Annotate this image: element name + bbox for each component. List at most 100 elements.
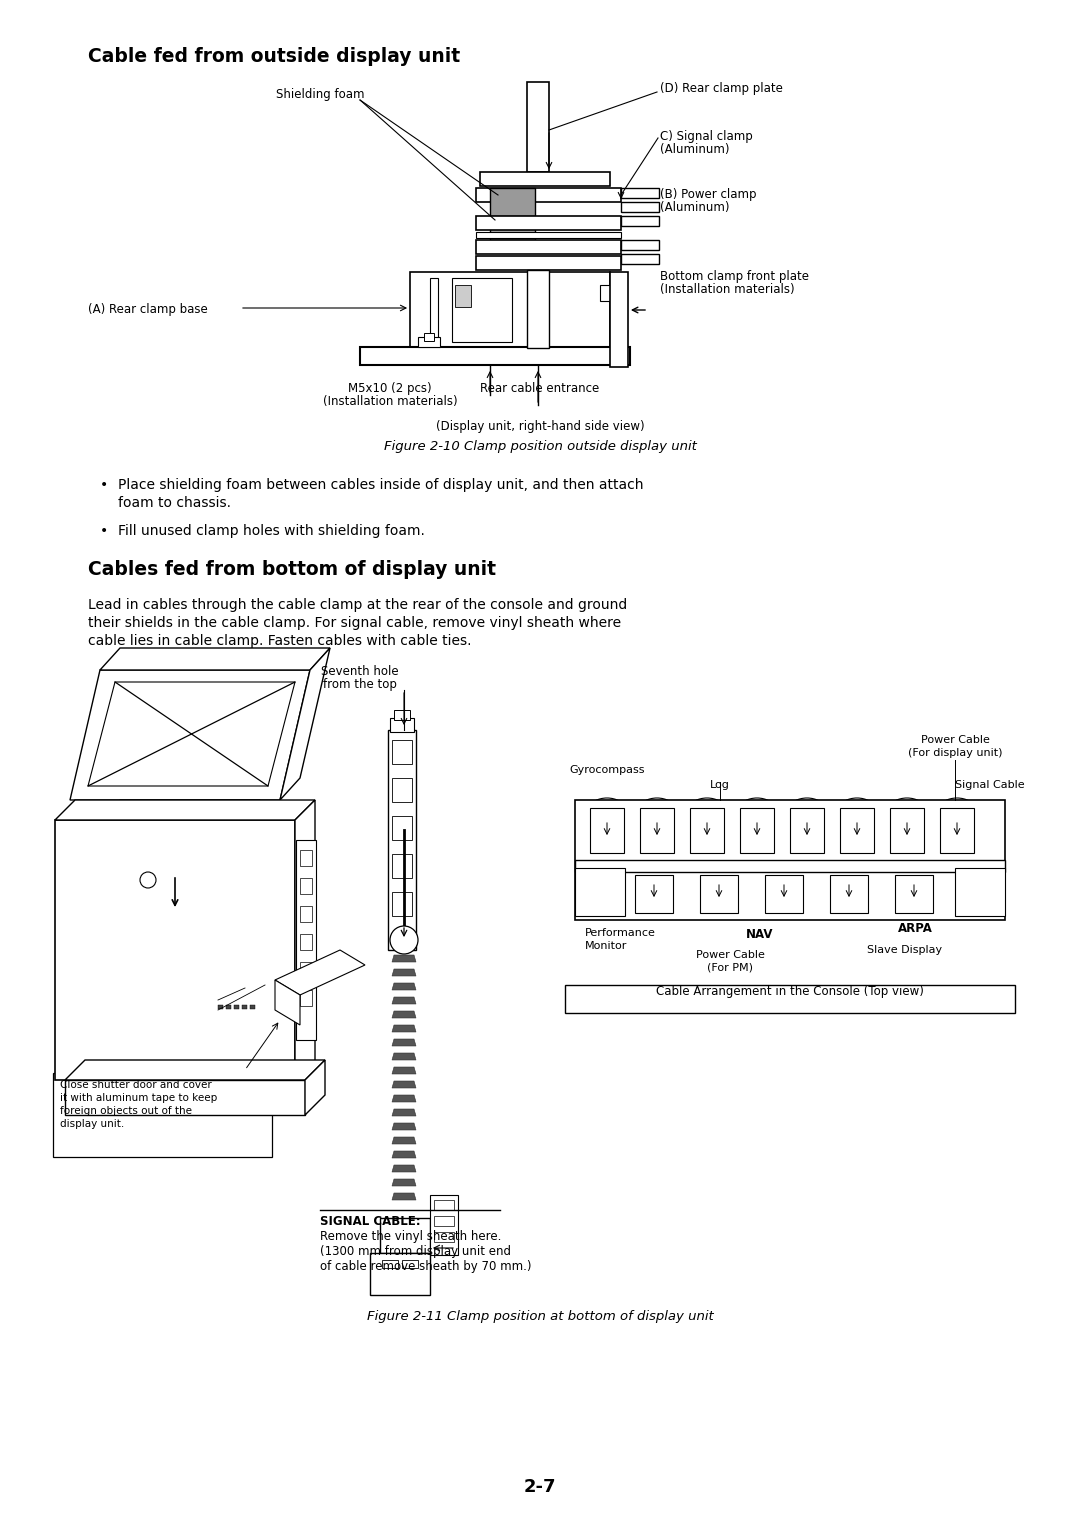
Bar xyxy=(575,801,1005,920)
Text: 2-7: 2-7 xyxy=(524,1478,556,1496)
Polygon shape xyxy=(55,801,315,821)
Bar xyxy=(476,188,621,202)
Text: Log: Log xyxy=(710,779,730,790)
Text: Figure 2-11 Clamp position at bottom of display unit: Figure 2-11 Clamp position at bottom of … xyxy=(366,1309,714,1323)
Text: •: • xyxy=(100,524,108,538)
Text: Close shutter door and cover: Close shutter door and cover xyxy=(60,1080,212,1089)
Text: Lead in cables through the cable clamp at the rear of the console and ground: Lead in cables through the cable clamp a… xyxy=(87,597,627,613)
Bar xyxy=(480,173,610,186)
Bar xyxy=(690,808,724,853)
Text: it with aluminum tape to keep: it with aluminum tape to keep xyxy=(60,1093,217,1103)
Text: Figure 2-10 Clamp position outside display unit: Figure 2-10 Clamp position outside displ… xyxy=(383,440,697,452)
Text: Seventh hole: Seventh hole xyxy=(321,665,399,678)
Bar xyxy=(476,232,621,238)
Text: Signal Cable: Signal Cable xyxy=(955,779,1025,790)
Bar xyxy=(392,816,411,840)
Text: (A) Rear clamp base: (A) Rear clamp base xyxy=(87,303,207,316)
Bar xyxy=(575,860,1005,872)
Bar xyxy=(453,278,512,342)
Bar xyxy=(434,1199,454,1210)
Text: Bottom clamp front plate: Bottom clamp front plate xyxy=(660,270,809,283)
Text: Shielding foam: Shielding foam xyxy=(275,89,364,101)
Text: Cable fed from outside display unit: Cable fed from outside display unit xyxy=(87,47,460,66)
Polygon shape xyxy=(392,1012,416,1018)
Bar xyxy=(490,219,535,240)
Polygon shape xyxy=(392,1137,416,1144)
Text: Cable Arrangement in the Console (Top view): Cable Arrangement in the Console (Top vi… xyxy=(656,986,923,998)
Bar xyxy=(621,188,659,199)
Text: Monitor: Monitor xyxy=(585,941,627,950)
Bar xyxy=(600,286,612,301)
Bar xyxy=(394,711,410,720)
Polygon shape xyxy=(392,1180,416,1186)
Bar xyxy=(527,270,549,348)
Polygon shape xyxy=(392,996,416,1004)
Bar xyxy=(380,1218,430,1253)
Bar xyxy=(242,1005,247,1008)
Bar xyxy=(360,347,630,365)
Bar xyxy=(455,286,471,307)
Text: NAV: NAV xyxy=(746,927,773,941)
Polygon shape xyxy=(280,648,330,801)
Bar xyxy=(476,257,621,270)
Polygon shape xyxy=(392,983,416,990)
Polygon shape xyxy=(55,821,295,1080)
Bar xyxy=(610,272,627,367)
Polygon shape xyxy=(235,810,270,830)
Text: ARPA: ARPA xyxy=(897,921,932,935)
Bar xyxy=(300,879,312,894)
Bar xyxy=(621,202,659,212)
Bar xyxy=(621,215,659,226)
Text: Cables fed from bottom of display unit: Cables fed from bottom of display unit xyxy=(87,559,496,579)
Text: •: • xyxy=(100,478,108,492)
Bar xyxy=(940,808,974,853)
Text: cable lies in cable clamp. Fasten cables with cable ties.: cable lies in cable clamp. Fasten cables… xyxy=(87,634,472,648)
Bar xyxy=(392,892,411,915)
Bar xyxy=(575,868,625,915)
Text: C) Signal clamp: C) Signal clamp xyxy=(660,130,753,144)
Polygon shape xyxy=(275,950,365,995)
Text: Gyrocompass: Gyrocompass xyxy=(569,766,645,775)
Polygon shape xyxy=(392,1067,416,1074)
Bar xyxy=(234,1005,239,1008)
Text: Place shielding foam between cables inside of display unit, and then attach: Place shielding foam between cables insi… xyxy=(118,478,644,492)
Text: (Installation materials): (Installation materials) xyxy=(323,396,457,408)
Text: Remove the vinyl sheath here.: Remove the vinyl sheath here. xyxy=(320,1230,501,1242)
Bar xyxy=(565,986,1015,1013)
Bar xyxy=(388,730,416,950)
Bar xyxy=(392,778,411,802)
Bar xyxy=(390,718,414,732)
FancyBboxPatch shape xyxy=(53,1073,272,1157)
Bar xyxy=(392,854,411,879)
Bar xyxy=(424,333,434,341)
Bar xyxy=(434,1216,454,1225)
Text: M5x10 (2 pcs): M5x10 (2 pcs) xyxy=(348,382,432,396)
Bar xyxy=(621,254,659,264)
Polygon shape xyxy=(392,1193,416,1199)
Bar xyxy=(300,934,312,950)
Bar xyxy=(700,876,738,914)
Text: SIGNAL CABLE:: SIGNAL CABLE: xyxy=(320,1215,420,1229)
Circle shape xyxy=(140,872,156,888)
Polygon shape xyxy=(275,979,300,1025)
Bar xyxy=(955,868,1005,915)
Polygon shape xyxy=(392,1096,416,1102)
Polygon shape xyxy=(65,1060,325,1080)
Polygon shape xyxy=(295,801,315,1080)
Text: (D) Rear clamp plate: (D) Rear clamp plate xyxy=(660,83,783,95)
Text: (Aluminum): (Aluminum) xyxy=(660,144,729,156)
Polygon shape xyxy=(392,1039,416,1047)
Bar xyxy=(392,740,411,764)
Polygon shape xyxy=(392,969,416,976)
Bar xyxy=(296,840,316,1041)
Bar xyxy=(895,876,933,914)
Bar xyxy=(402,1261,418,1268)
Bar xyxy=(430,278,438,342)
Polygon shape xyxy=(392,1109,416,1115)
Text: Slave Display: Slave Display xyxy=(867,944,943,955)
Bar xyxy=(218,1005,222,1008)
Bar xyxy=(370,1253,430,1296)
Bar xyxy=(740,808,774,853)
Text: foam to chassis.: foam to chassis. xyxy=(118,497,231,510)
Text: Fill unused clamp holes with shielding foam.: Fill unused clamp holes with shielding f… xyxy=(118,524,424,538)
